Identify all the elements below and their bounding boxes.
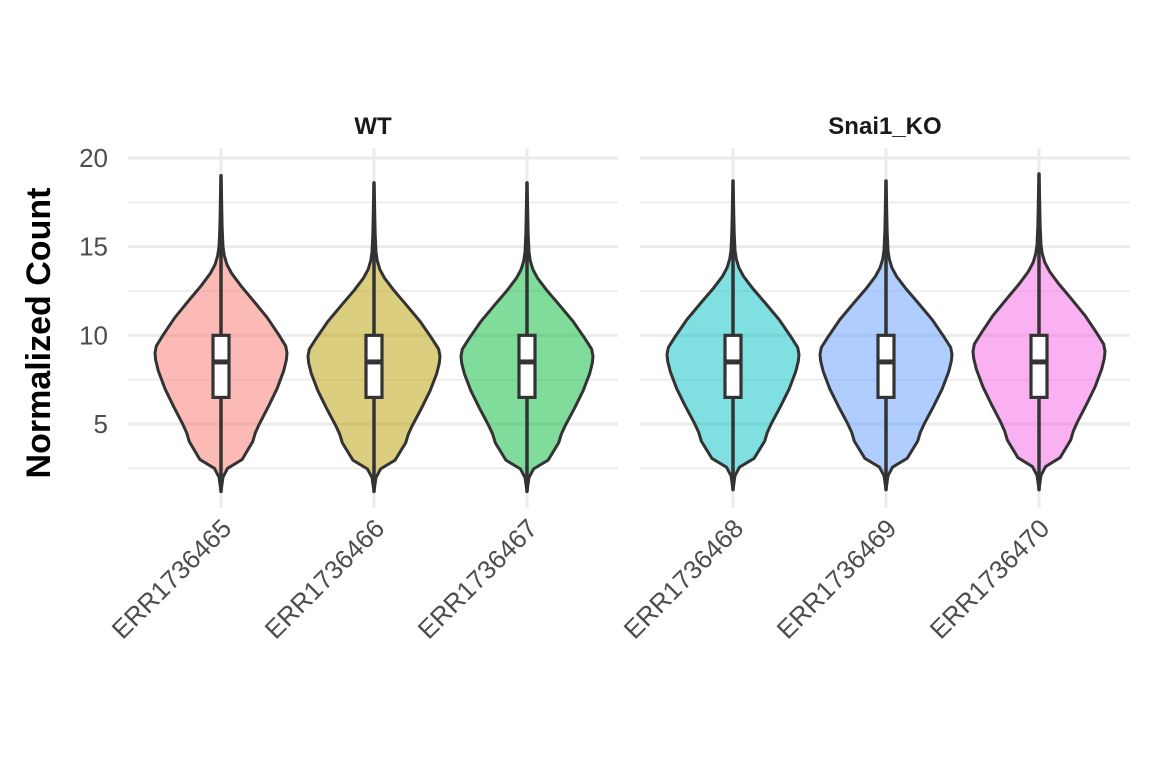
violin-group xyxy=(665,179,801,492)
x-tick-label: ERR1736469 xyxy=(771,513,903,645)
x-tick-label: ERR1736465 xyxy=(106,513,238,645)
x-tick-label: ERR1736467 xyxy=(412,513,544,645)
x-tick-label: ERR1736470 xyxy=(924,513,1056,645)
y-axis-ticks: 5 10 15 20 xyxy=(79,143,108,439)
y-tick-label: 5 xyxy=(94,409,108,439)
violins xyxy=(153,172,1107,494)
boxplot-box xyxy=(211,333,231,400)
boxplot-box xyxy=(876,333,896,400)
x-tick-label: ERR1736466 xyxy=(259,513,391,645)
y-axis-title: Normalized Count xyxy=(20,188,58,479)
violin-group xyxy=(818,179,954,492)
violin-group xyxy=(153,173,289,494)
facet-strip-label: WT xyxy=(354,113,392,140)
x-tick-label: ERR1736468 xyxy=(618,513,750,645)
violin-group xyxy=(971,172,1107,492)
boxplot-box xyxy=(364,333,384,400)
x-axis-ticks: ERR1736465 ERR1736466 ERR1736467 ERR1736468… xyxy=(106,513,1056,645)
facet-strip-label: Snai1_KO xyxy=(828,113,941,140)
grid-lines xyxy=(128,148,1130,508)
boxplot-box xyxy=(723,333,743,400)
violin-group xyxy=(306,181,442,494)
y-tick-label: 20 xyxy=(79,143,108,173)
boxplot-box xyxy=(1029,333,1049,400)
y-tick-label: 10 xyxy=(79,320,108,350)
violin-group xyxy=(459,181,595,494)
y-tick-label: 15 xyxy=(79,232,108,262)
boxplot-box xyxy=(517,333,537,400)
facet-strips: WT Snai1_KO xyxy=(354,113,941,140)
